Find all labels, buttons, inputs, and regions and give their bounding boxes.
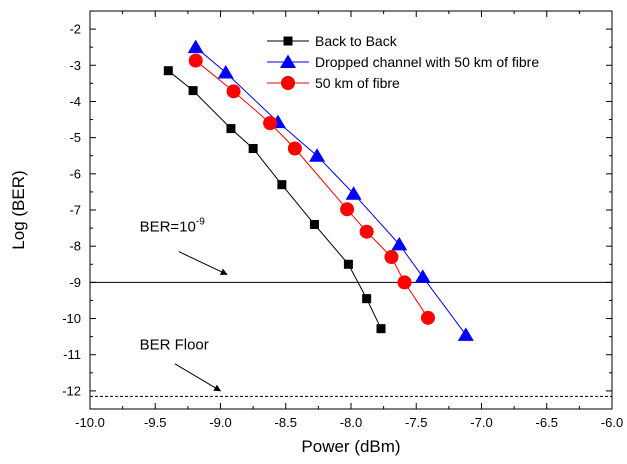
y-tick-label: -9 xyxy=(69,275,81,290)
data-point xyxy=(309,148,325,162)
legend-label: Dropped channel with 50 km of fibre xyxy=(315,54,539,70)
x-tick-label: -8.0 xyxy=(340,415,362,430)
legend-entry: 50 km of fibre xyxy=(267,75,400,91)
x-tick-label: -7.5 xyxy=(405,415,427,430)
legend-entry: Back to Back xyxy=(267,33,398,49)
y-tick-label: -11 xyxy=(63,347,81,362)
y-tick-label: -3 xyxy=(69,58,81,73)
legend-marker xyxy=(281,76,295,90)
y-tick-label: -7 xyxy=(69,203,81,218)
data-point xyxy=(344,260,353,269)
data-point xyxy=(362,294,371,303)
data-point xyxy=(189,54,203,68)
annotation-arrow xyxy=(179,252,227,275)
x-tick-label: -6.0 xyxy=(601,415,623,430)
data-point xyxy=(288,141,302,155)
data-point xyxy=(398,275,412,289)
annotation-label: BER Floor xyxy=(140,336,209,353)
y-tick-label: -10 xyxy=(62,311,81,326)
legend-marker xyxy=(280,55,296,69)
data-point xyxy=(218,65,234,79)
y-tick-label: -2 xyxy=(69,22,81,37)
data-point xyxy=(277,180,286,189)
x-tick-label: -9.0 xyxy=(209,415,231,430)
legend-entry: Dropped channel with 50 km of fibre xyxy=(267,54,539,70)
legend-label: 50 km of fibre xyxy=(315,75,400,91)
data-point xyxy=(227,84,241,98)
y-tick-label: -8 xyxy=(69,239,81,254)
legend-marker xyxy=(284,37,293,46)
data-point xyxy=(360,225,374,239)
y-axis-title: Log (BER) xyxy=(9,170,28,249)
data-point xyxy=(164,66,173,75)
x-tick-label: -6.5 xyxy=(536,415,558,430)
annotation-label: BER=10-9 xyxy=(140,217,206,236)
annotation-superscript: -9 xyxy=(196,217,205,228)
annotations: BER=10-9 BER Floor xyxy=(140,217,227,391)
legend: Back to Back Dropped channel with 50 km o… xyxy=(267,33,539,91)
data-point xyxy=(377,324,386,333)
y-tick-label: -6 xyxy=(69,166,81,181)
data-point xyxy=(384,250,398,264)
series-line xyxy=(196,61,428,318)
data-point xyxy=(310,220,319,229)
x-tick-label: -9.5 xyxy=(144,415,166,430)
data-point xyxy=(458,327,474,341)
data-point xyxy=(188,40,204,54)
x-tick-label: -10.0 xyxy=(75,415,105,430)
y-tick-label: -12 xyxy=(62,383,81,398)
series-3 xyxy=(189,54,435,325)
data-point xyxy=(421,311,435,325)
legend-label: Back to Back xyxy=(315,33,398,49)
x-tick-label: -7.0 xyxy=(470,415,492,430)
data-point xyxy=(226,124,235,133)
data-point xyxy=(189,86,198,95)
data-point xyxy=(249,144,258,153)
data-point xyxy=(340,202,354,216)
data-point xyxy=(263,116,277,130)
annotation-arrow xyxy=(175,364,221,391)
y-tick-label: -4 xyxy=(69,94,81,109)
x-tick-label: -8.5 xyxy=(275,415,297,430)
data-point xyxy=(415,269,431,283)
y-tick-label: -5 xyxy=(69,130,81,145)
x-axis-title: Power (dBm) xyxy=(301,437,400,456)
